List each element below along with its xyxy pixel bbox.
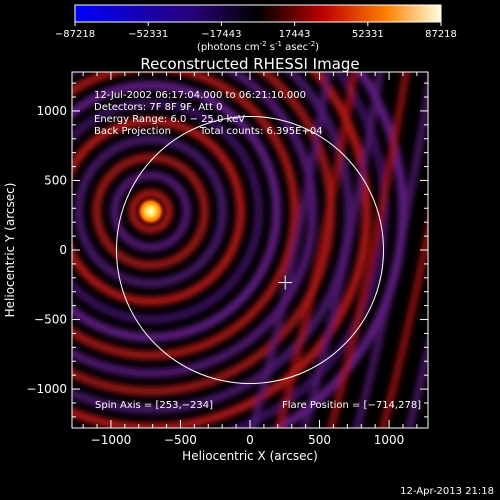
heatmap-image	[72, 60, 500, 440]
axis-ticks: −1000 −500 0 500 1000 −1000 −500 0 500 1000	[26, 72, 428, 447]
colorbar	[74, 4, 442, 23]
fringe-streak	[300, 72, 385, 428]
fringe-streak	[404, 334, 428, 428]
fringe-ring	[72, 72, 318, 378]
colorbar-tick-label: 52331	[352, 29, 384, 40]
fringe-ring	[72, 98, 264, 324]
y-tick-label: −1000	[26, 382, 67, 396]
y-tick-label: 500	[44, 173, 67, 187]
fringe-streak	[432, 60, 500, 440]
fringe-ring	[92, 152, 210, 270]
fringe-streak	[458, 60, 500, 440]
fringe-ring	[128, 188, 174, 234]
method-label: Back Projection	[94, 126, 171, 137]
y-tick-label: 0	[59, 243, 67, 257]
x-tick-label: 500	[308, 433, 331, 447]
colorbar-tick-label: −52331	[128, 29, 168, 40]
flare-source	[136, 197, 165, 226]
colorbar-tick-label: −17443	[201, 29, 241, 40]
footer-timestamp: 12-Apr-2013 21:18	[400, 486, 494, 497]
energy-range-label: Energy Range: 6.0 − 25.0 keV	[94, 114, 245, 125]
fringe-streak	[248, 72, 333, 428]
x-tick-label: −1000	[91, 433, 132, 447]
colorbar-tick-label: 17443	[279, 29, 311, 40]
fringe-ring	[110, 170, 192, 252]
fringe-ring	[72, 80, 282, 342]
colorbar-unit: (photons cm-2 s-1 asec-2)	[197, 40, 319, 53]
fringe-ring	[270, 72, 408, 428]
fringe-ring	[72, 116, 246, 306]
solar-limb	[116, 116, 384, 384]
y-axis-label: Heliocentric Y (arcsec)	[3, 183, 17, 318]
fringe-ring	[72, 72, 300, 360]
x-axis-label: Heliocentric X (arcsec)	[182, 449, 318, 463]
y-tick-label: 1000	[36, 104, 67, 118]
fringe-streak	[326, 72, 411, 428]
chart-title: Reconstructed RHESSI Image	[140, 55, 359, 73]
x-tick-label: 1000	[374, 433, 405, 447]
fringe-ring	[72, 72, 372, 428]
fringe-ring	[72, 72, 354, 414]
fringe-ring	[74, 134, 228, 288]
fringe-streak	[274, 72, 359, 428]
colorbar-ticks: −87218 −52331 −17443 17443 52331 87218	[55, 22, 457, 40]
detectors-label: Detectors: 7F 8F 9F, Att 0	[94, 102, 222, 113]
spin-axis-label: Spin Axis = [253,−234]	[95, 400, 213, 411]
x-tick-label: 0	[246, 433, 254, 447]
flare-position-label: Flare Position = [−714,278]	[282, 400, 421, 411]
y-tick-label: −500	[34, 313, 67, 327]
total-counts-label: Total counts: 6.395E+04	[199, 126, 323, 137]
colorbar-tick-label: 87218	[425, 29, 457, 40]
time-range-label: 12-Jul-2002 06:17:04.000 to 06:21:10.000	[94, 90, 306, 101]
x-tick-label: −500	[164, 433, 197, 447]
colorbar-tick-label: −87218	[55, 29, 95, 40]
